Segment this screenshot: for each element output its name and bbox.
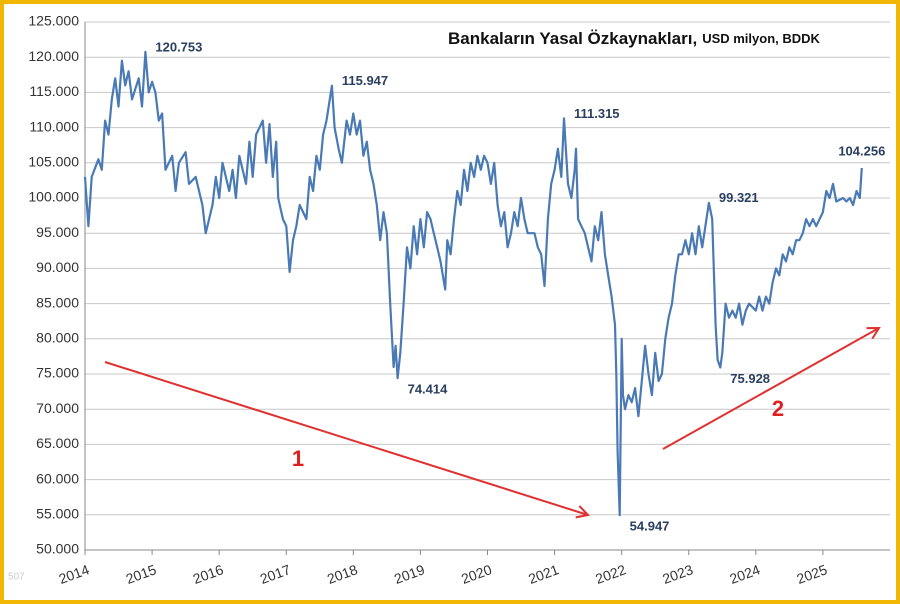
y-tick-label: 65.000 [36, 435, 79, 451]
y-tick-label: 80.000 [36, 330, 79, 346]
data-label: 54.947 [630, 519, 670, 534]
arrow [104, 361, 588, 515]
y-tick-label: 100.000 [28, 189, 79, 205]
data-label: 104.256 [838, 143, 885, 158]
y-tick-label: 110.000 [29, 118, 79, 134]
y-tick-label: 60.000 [36, 470, 79, 486]
arrow [662, 328, 879, 450]
y-tick-label: 95.000 [36, 224, 79, 240]
data-label: 99.321 [719, 190, 759, 205]
y-tick-label: 115.000 [29, 83, 79, 99]
y-tick-label: 90.000 [36, 259, 79, 275]
data-label: 74.414 [408, 382, 449, 397]
y-tick-label: 50.000 [36, 541, 79, 557]
y-tick-label: 85.000 [36, 294, 79, 310]
y-tick-label: 75.000 [36, 365, 79, 381]
chart-title: Bankaların Yasal Özkaynakları, USD milyon… [448, 29, 821, 48]
y-tick-label: 125.000 [28, 13, 79, 29]
data-label: 111.315 [574, 106, 620, 121]
subtitle: USD milyon, BDDK [702, 31, 820, 46]
y-tick-label: 70.000 [36, 400, 79, 416]
y-tick-label: 120.000 [28, 48, 79, 64]
title: Bankaların Yasal Özkaynakları, [448, 29, 697, 48]
annotation: 2 [772, 396, 784, 421]
y-tick-label: 105.000 [28, 154, 79, 170]
data-label: 120.753 [155, 39, 202, 54]
annotation: 1 [292, 446, 304, 471]
data-label: 115.947 [342, 73, 388, 88]
y-tick-label: 55.000 [36, 506, 79, 522]
watermark: 507 [8, 572, 25, 583]
data-label: 75.928 [730, 371, 770, 386]
data-line [83, 50, 863, 517]
